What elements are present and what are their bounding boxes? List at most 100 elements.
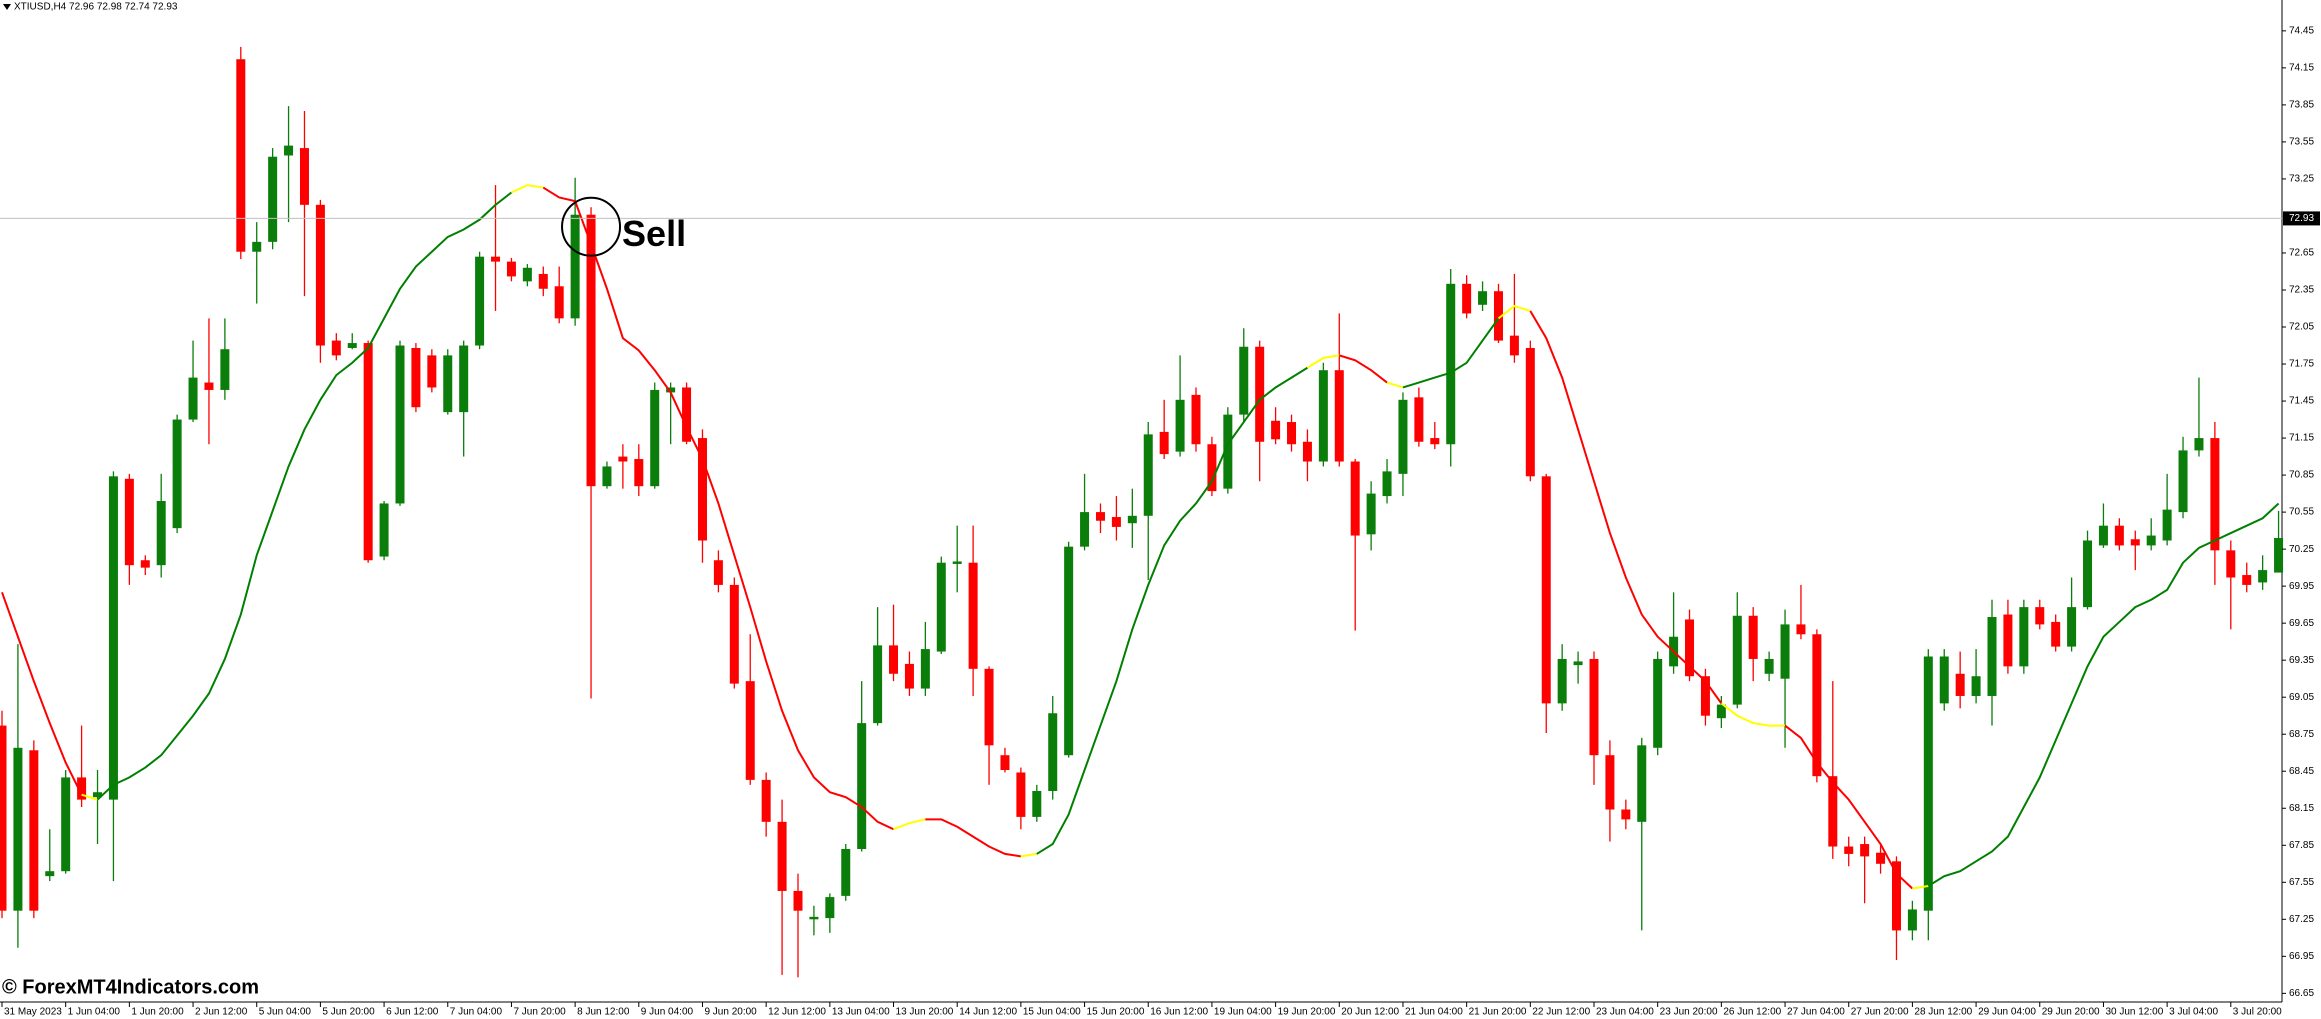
candle-body [1748, 615, 1758, 659]
y-tick-label: 72.35 [2289, 285, 2314, 296]
indicator-line [1402, 317, 1500, 389]
x-tick-label: 20 Jun 12:00 [1341, 1007, 1399, 1018]
candle-body [331, 340, 341, 356]
x-tick-label: 5 Jun 20:00 [322, 1007, 375, 1018]
candle-body [936, 562, 946, 652]
candle-body [1382, 471, 1392, 497]
candle-body [188, 377, 198, 420]
indicator-line [1927, 502, 2280, 887]
candle-body [1637, 745, 1647, 822]
y-tick-label: 67.25 [2289, 914, 2314, 925]
candle-body [889, 645, 899, 674]
candle-body [1716, 704, 1726, 719]
candle-body [45, 871, 55, 877]
y-tick-label: 71.45 [2289, 396, 2314, 407]
candle-body [1255, 346, 1265, 442]
indicator-line [81, 793, 98, 801]
candle-body [252, 241, 262, 252]
candle-body [395, 345, 405, 504]
candle-body [427, 355, 437, 388]
candle-body [379, 503, 389, 557]
candle-body [108, 476, 118, 800]
candle-body [1621, 809, 1631, 820]
candle-body [1032, 790, 1042, 817]
indicator-line [893, 818, 926, 831]
x-tick-label: 7 Jun 04:00 [450, 1007, 503, 1018]
candle-body [570, 214, 580, 319]
x-tick-label: 21 Jun 20:00 [1469, 1007, 1527, 1018]
candle-body [650, 389, 660, 487]
x-tick-label: 1 Jun 20:00 [131, 1007, 184, 1018]
y-tick-label: 66.95 [2289, 951, 2314, 962]
candle-body [618, 456, 628, 462]
candle-body [777, 821, 787, 891]
candle-body [1366, 493, 1376, 535]
candle-body [1175, 399, 1185, 452]
candle-body [1573, 661, 1583, 666]
candle-body [1143, 434, 1153, 516]
candle-body [124, 478, 134, 566]
x-tick-label: 9 Jun 20:00 [704, 1007, 757, 1018]
x-tick-label: 12 Jun 12:00 [768, 1007, 826, 1018]
candle-body [1541, 476, 1551, 704]
indicator-line [1720, 702, 1786, 727]
x-tick-label: 22 Jun 12:00 [1532, 1007, 1590, 1018]
symbol-header: XTIUSD,H4 72.96 72.98 72.74 72.93 [14, 2, 178, 13]
x-tick-label: 26 Jun 12:00 [1723, 1007, 1781, 1018]
candle-body [522, 267, 532, 282]
candle-body [1844, 846, 1854, 854]
candle-body [411, 347, 421, 408]
plot [0, 46, 2284, 978]
candle-body [1812, 634, 1822, 777]
candle-body [1525, 347, 1535, 477]
candle-body [443, 355, 453, 413]
x-tick-label: 30 Jun 12:00 [2105, 1007, 2163, 1018]
x-tick-label: 3 Jul 04:00 [2169, 1007, 2218, 1018]
candle-body [1318, 370, 1328, 462]
candle-body [1000, 755, 1010, 771]
candle-body [857, 723, 867, 849]
candle-body [2274, 538, 2284, 573]
x-tick-label: 2 Jun 12:00 [195, 1007, 248, 1018]
candle-body [1016, 772, 1026, 817]
candle-body [682, 387, 692, 442]
x-tick-label: 19 Jun 20:00 [1278, 1007, 1336, 1018]
y-tick-label: 70.85 [2289, 470, 2314, 481]
x-tick-label: 23 Jun 20:00 [1660, 1007, 1718, 1018]
candle-body [61, 777, 71, 872]
candle-body [1493, 291, 1503, 341]
candle-body [93, 792, 103, 798]
candle-body [1223, 414, 1233, 489]
candle-body [1860, 844, 1870, 857]
candle-body [1430, 438, 1440, 445]
menu-triangle [3, 4, 11, 10]
candle-body [2098, 525, 2108, 546]
candle-body [1287, 422, 1297, 445]
candle-body [172, 419, 182, 529]
candle-body [1828, 776, 1838, 847]
candle-body [1064, 546, 1074, 756]
candle-body [1589, 658, 1599, 756]
candle-body [220, 349, 230, 390]
y-tick-label: 70.55 [2289, 507, 2314, 518]
candle-body [2051, 621, 2061, 647]
candle-body [2146, 535, 2156, 546]
x-tick-label: 15 Jun 04:00 [1023, 1007, 1081, 1018]
candle-body [1398, 399, 1408, 474]
x-tick-label: 31 May 2023 [4, 1007, 62, 1018]
candle-body [793, 890, 803, 911]
candle-body [2194, 438, 2204, 451]
candle-body [1080, 512, 1090, 547]
y-tick-label: 73.55 [2289, 137, 2314, 148]
last-price-label: 72.93 [2289, 213, 2314, 224]
candle-body [363, 343, 373, 561]
candle-body [77, 777, 87, 800]
candle-body [904, 663, 914, 689]
candle-body [2226, 550, 2236, 578]
candle-body [315, 204, 325, 346]
candle-body [1685, 619, 1695, 677]
x-tick-label: 16 Jun 12:00 [1150, 1007, 1208, 1018]
candle-body [729, 584, 739, 684]
candle-body [984, 668, 994, 746]
